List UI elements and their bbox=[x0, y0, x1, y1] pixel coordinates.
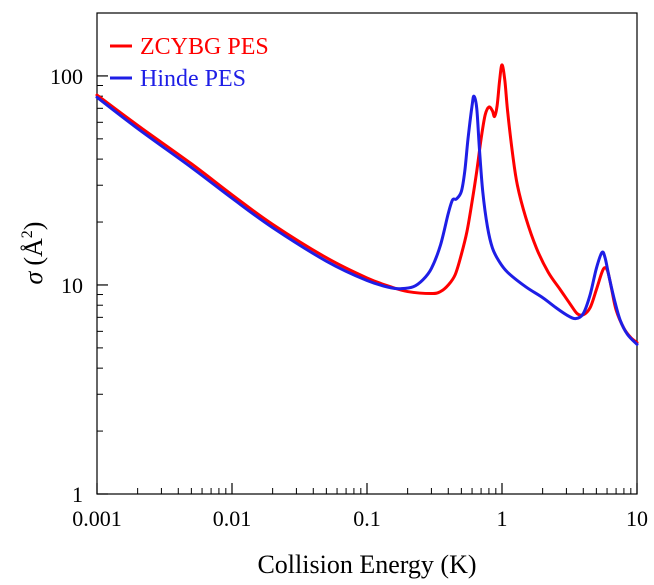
minor-ticks bbox=[97, 12, 632, 494]
y-axis-sup: 2 bbox=[19, 230, 36, 238]
y-tick-labels: 1 10 100 bbox=[50, 64, 83, 507]
y-axis-unit: (Å bbox=[19, 238, 48, 266]
y-tick-label: 1 bbox=[72, 482, 83, 507]
y-axis-symbol: σ bbox=[19, 270, 48, 284]
x-tick-label: 1 bbox=[497, 506, 508, 531]
plot-area bbox=[96, 12, 638, 495]
x-tick-labels: 0.001 0.01 0.1 1 10 bbox=[72, 506, 648, 531]
y-tick-label: 10 bbox=[61, 273, 83, 298]
y-tick-label: 100 bbox=[50, 64, 83, 89]
x-tick-label: 0.001 bbox=[72, 506, 122, 531]
legend-label-zcybg: ZCYBG PES bbox=[140, 34, 269, 60]
series-line-1 bbox=[95, 94, 639, 346]
series-layer bbox=[95, 63, 639, 346]
x-axis-title: Collision Energy (K) bbox=[257, 550, 476, 579]
legend: ZCYBG PES Hinde PES bbox=[110, 34, 269, 92]
x-tick-label: 10 bbox=[626, 506, 648, 531]
legend-label-hinde: Hinde PES bbox=[140, 66, 246, 92]
major-ticks bbox=[96, 75, 638, 495]
x-tick-label: 0.1 bbox=[353, 506, 381, 531]
y-axis-close: ) bbox=[19, 222, 48, 231]
x-tick-label: 0.01 bbox=[213, 506, 252, 531]
y-axis-title: σ (Å2) bbox=[19, 222, 48, 285]
